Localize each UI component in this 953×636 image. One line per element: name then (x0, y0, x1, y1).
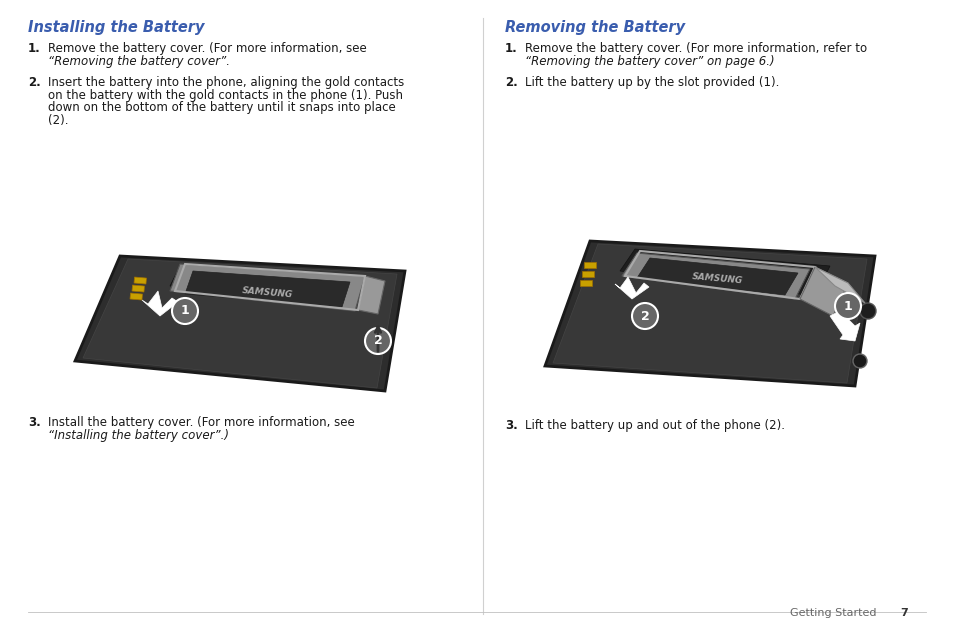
Circle shape (365, 328, 391, 354)
Bar (133, 277, 147, 284)
Polygon shape (185, 271, 350, 307)
Polygon shape (170, 266, 359, 306)
Text: 7: 7 (899, 608, 907, 618)
Bar (581, 271, 594, 277)
Text: 1: 1 (180, 305, 190, 317)
Circle shape (852, 354, 866, 368)
Text: Lift the battery up and out of the phone (2).: Lift the battery up and out of the phone… (524, 419, 784, 432)
Circle shape (172, 298, 198, 324)
Text: 3.: 3. (28, 416, 41, 429)
Text: 1: 1 (842, 300, 851, 312)
Polygon shape (553, 244, 866, 383)
Text: Removing the Battery: Removing the Battery (504, 20, 684, 35)
Text: SAMSUNG: SAMSUNG (242, 286, 294, 300)
Text: 1.: 1. (28, 42, 41, 55)
Text: Installing the Battery: Installing the Battery (28, 20, 204, 35)
Text: Insert the battery into the phone, aligning the gold contacts: Insert the battery into the phone, align… (48, 76, 404, 88)
Circle shape (834, 293, 861, 319)
Bar (579, 280, 592, 286)
Polygon shape (637, 258, 797, 295)
Text: “Removing the battery cover”.: “Removing the battery cover”. (48, 55, 230, 68)
Text: “Removing the battery cover” on page 6.): “Removing the battery cover” on page 6.) (524, 55, 774, 68)
Bar (132, 285, 144, 292)
Polygon shape (83, 259, 396, 388)
Text: “Installing the battery cover”.): “Installing the battery cover”.) (48, 429, 229, 442)
Polygon shape (357, 276, 385, 314)
Text: on the battery with the gold contacts in the phone (1). Push: on the battery with the gold contacts in… (48, 88, 402, 102)
Text: Remove the battery cover. (For more information, refer to: Remove the battery cover. (For more info… (524, 42, 866, 55)
Text: SAMSUNG: SAMSUNG (692, 272, 743, 286)
Polygon shape (814, 267, 864, 303)
Text: (2).: (2). (48, 114, 69, 127)
Polygon shape (619, 249, 829, 296)
Polygon shape (621, 253, 809, 299)
Text: 1.: 1. (504, 42, 517, 55)
Text: Lift the battery up by the slot provided (1).: Lift the battery up by the slot provided… (524, 76, 779, 88)
Circle shape (859, 303, 875, 319)
Text: 2.: 2. (504, 76, 517, 88)
Polygon shape (800, 267, 847, 316)
Text: 2: 2 (374, 335, 382, 347)
Text: Remove the battery cover. (For more information, see: Remove the battery cover. (For more info… (48, 42, 366, 55)
Polygon shape (615, 277, 648, 299)
Bar (130, 293, 142, 300)
Text: Getting Started: Getting Started (789, 608, 876, 618)
Text: Install the battery cover. (For more information, see: Install the battery cover. (For more inf… (48, 416, 355, 429)
Circle shape (631, 303, 658, 329)
Text: 3.: 3. (504, 419, 517, 432)
Text: 2: 2 (640, 310, 649, 322)
Polygon shape (142, 291, 178, 316)
Polygon shape (829, 311, 859, 341)
Polygon shape (544, 241, 874, 386)
Polygon shape (170, 264, 365, 311)
Text: 2.: 2. (28, 76, 41, 88)
Bar (583, 262, 596, 268)
Text: down on the bottom of the battery until it snaps into place: down on the bottom of the battery until … (48, 101, 395, 114)
Polygon shape (75, 256, 405, 391)
